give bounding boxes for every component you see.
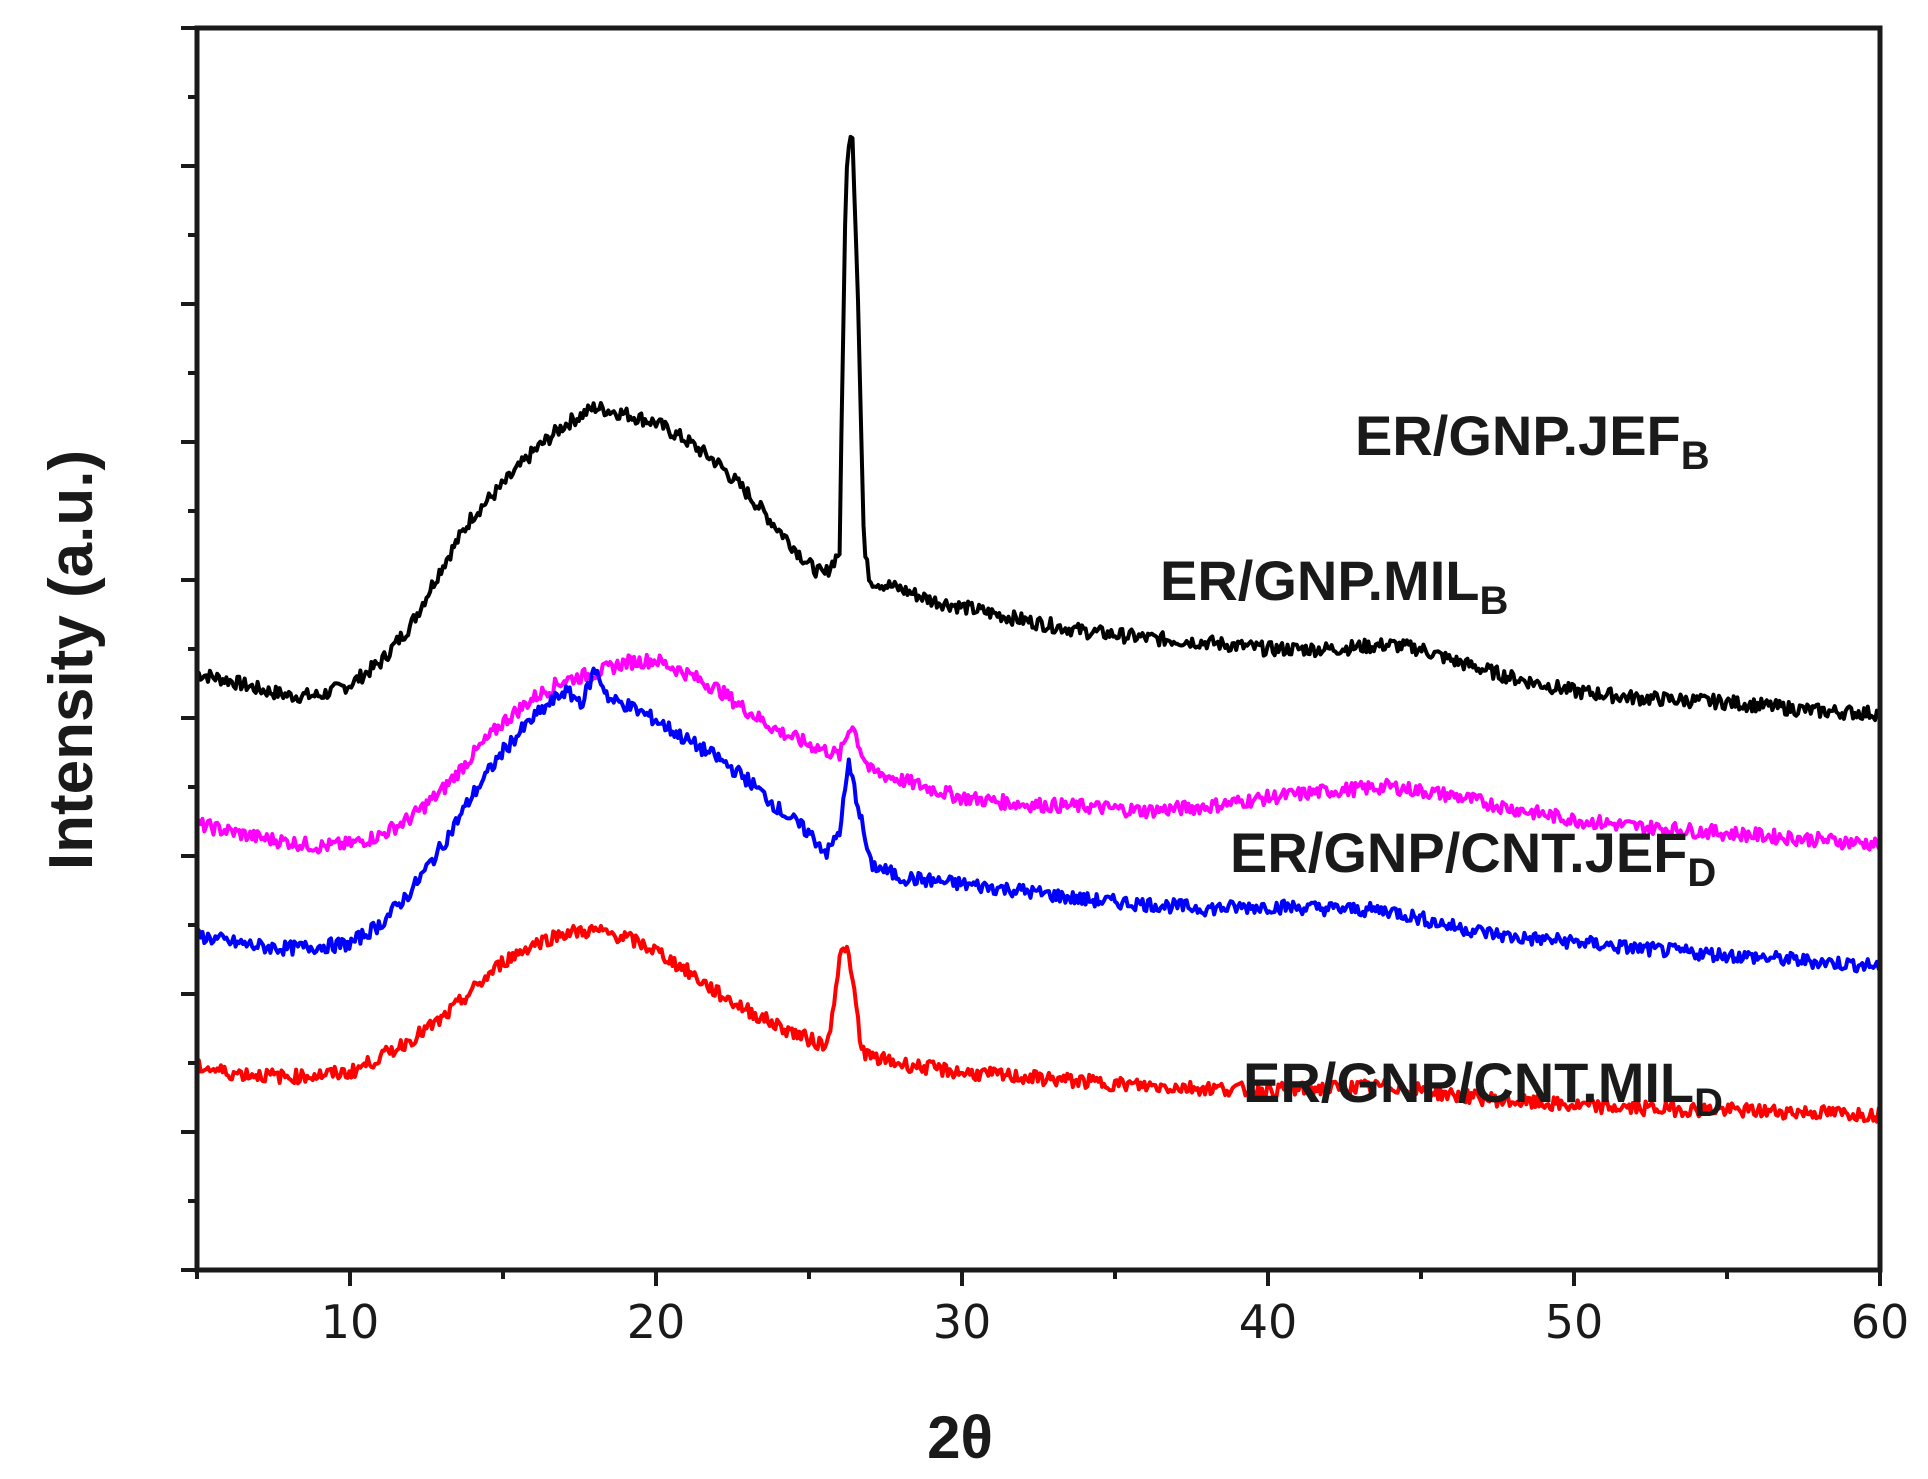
series-line-er-gnp-mil-b (195, 652, 1881, 855)
series-label-subscript: D (1694, 1081, 1723, 1125)
series-label-er-gnp-cnt-mil-d: ER/GNP/CNT.MILD (1243, 1051, 1723, 1125)
series-line-er-gnp-jef-b (195, 134, 1881, 723)
labels-layer: ER/GNP.JEFBER/GNP.MILBER/GNP/CNT.JEFDER/… (1160, 404, 1723, 1125)
series-line-er-gnp-cnt-jef-d (195, 666, 1881, 974)
x-tick-label: 10 (321, 1295, 380, 1349)
x-tick-label: 50 (1545, 1295, 1604, 1349)
series-label-er-gnp-mil-b: ER/GNP.MILB (1160, 549, 1508, 623)
series-label-subscript: B (1681, 434, 1710, 478)
series-label-subscript: D (1687, 851, 1716, 895)
series-label-er-gnp-jef-b: ER/GNP.JEFB (1355, 404, 1710, 478)
series-line-er-gnp-cnt-mil-d (195, 923, 1881, 1124)
x-tick-label: 60 (1851, 1295, 1910, 1349)
series-layer (195, 134, 1881, 1124)
series-label-main: ER/GNP.MIL (1160, 549, 1479, 612)
ticks-layer: 10 20 30 40 50 60 (181, 26, 1910, 1349)
series-label-subscript: B (1479, 579, 1508, 623)
x-tick-label: 20 (627, 1295, 686, 1349)
y-axis-title: Intensity (a.u.) (37, 450, 106, 870)
x-tick-label: 40 (1239, 1295, 1298, 1349)
x-axis-title: 2θ (927, 1404, 993, 1471)
series-label-main: ER/GNP.JEF (1355, 404, 1681, 467)
x-tick-label: 30 (933, 1295, 992, 1349)
series-label-main: ER/GNP/CNT.MIL (1243, 1051, 1694, 1114)
series-label-main: ER/GNP/CNT.JEF (1230, 821, 1687, 884)
series-label-er-gnp-cnt-jef-d: ER/GNP/CNT.JEFD (1230, 821, 1716, 895)
